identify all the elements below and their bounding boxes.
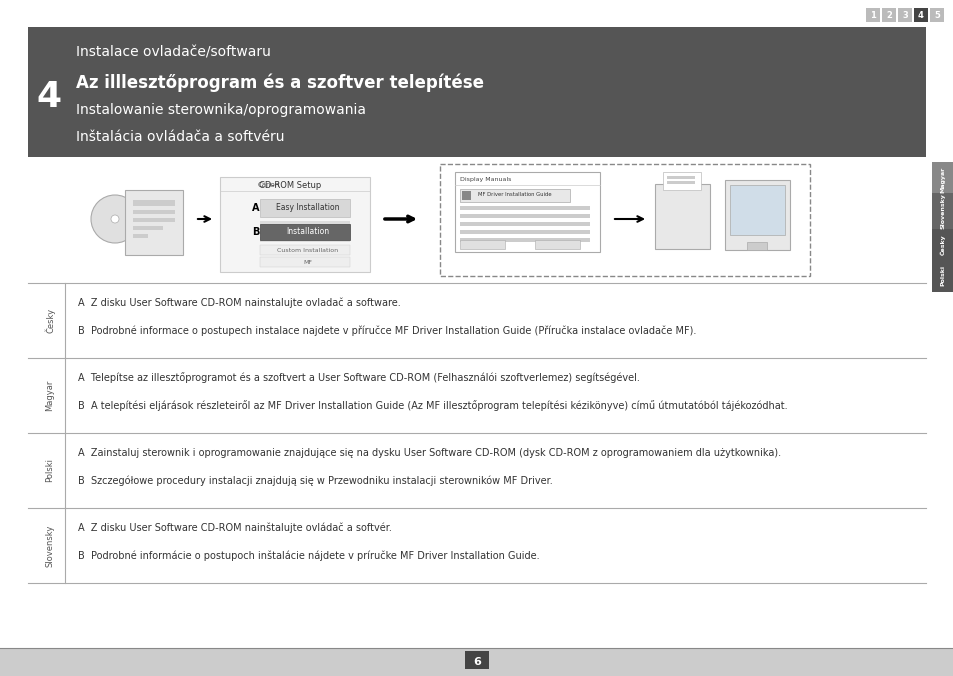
Bar <box>260 237 350 242</box>
Bar <box>913 8 927 22</box>
Bar <box>260 221 350 226</box>
Text: Display Manuals: Display Manuals <box>459 176 511 181</box>
Bar <box>929 8 943 22</box>
Bar <box>28 508 925 583</box>
Bar <box>724 180 789 250</box>
Text: Installation: Installation <box>286 228 329 237</box>
Bar <box>28 433 925 508</box>
Bar <box>28 358 925 433</box>
Bar <box>132 218 174 222</box>
Text: Slovensky: Slovensky <box>940 193 944 229</box>
Text: Instalowanie sterownika/oprogramowania: Instalowanie sterownika/oprogramowania <box>76 103 366 117</box>
Bar <box>931 193 953 229</box>
Bar <box>746 242 766 250</box>
Bar <box>865 8 879 22</box>
Text: Polski: Polski <box>940 266 944 287</box>
Bar <box>455 172 599 252</box>
Bar <box>931 162 953 198</box>
Bar <box>260 257 350 267</box>
Text: A  Zainstaluj sterownik i oprogramowanie znajdujące się na dysku User Software C: A Zainstaluj sterownik i oprogramowanie … <box>78 448 781 458</box>
Bar <box>931 229 953 261</box>
Circle shape <box>111 215 119 223</box>
Text: 2: 2 <box>885 11 891 20</box>
Bar <box>220 177 370 272</box>
Text: Slovensky: Slovensky <box>46 525 54 566</box>
Text: Az illlesztőprogram és a szoftver telepítése: Az illlesztőprogram és a szoftver telepí… <box>76 73 483 91</box>
Bar <box>132 200 174 206</box>
Bar <box>459 240 504 249</box>
Text: Easy Installation: Easy Installation <box>276 203 339 212</box>
Text: Česky: Česky <box>45 308 55 333</box>
Bar <box>132 226 163 230</box>
Text: B  Podrobné informace o postupech instalace najdete v příručce MF Driver Install: B Podrobné informace o postupech instala… <box>78 326 696 336</box>
Text: MF: MF <box>303 260 313 264</box>
Bar <box>459 230 589 234</box>
Bar <box>461 191 471 200</box>
Bar <box>459 189 569 202</box>
Bar <box>459 214 589 218</box>
Text: B  Szczegółowe procedury instalacji znajdują się w Przewodniku instalacji sterow: B Szczegółowe procedury instalacji znajd… <box>78 476 552 486</box>
Bar <box>666 181 695 184</box>
Bar <box>459 222 589 226</box>
Text: CD-ROM Setup: CD-ROM Setup <box>258 180 321 189</box>
Circle shape <box>91 195 139 243</box>
Text: B  Podrobné informácie o postupoch inštalácie nájdete v príručke MF Driver Insta: B Podrobné informácie o postupoch inštal… <box>78 551 539 561</box>
Text: MF Driver Installation Guide: MF Driver Installation Guide <box>477 193 551 197</box>
Bar <box>931 260 953 292</box>
Bar <box>260 245 350 255</box>
Bar <box>28 162 925 280</box>
Text: 3: 3 <box>902 11 907 20</box>
Text: 1: 1 <box>869 11 875 20</box>
Bar <box>439 164 809 276</box>
Text: A  Telepítse az illesztőprogramot és a szoftvert a User Software CD-ROM (Felhasz: A Telepítse az illesztőprogramot és a sz… <box>78 372 639 383</box>
Bar <box>260 229 350 234</box>
Bar <box>464 651 489 669</box>
Text: Polski: Polski <box>46 458 54 483</box>
Text: B  A telepítési eljárások részleteiről az MF Driver Installation Guide (Az MF il: B A telepítési eljárások részleteiről az… <box>78 400 787 412</box>
Text: B: B <box>252 227 259 237</box>
Bar <box>729 185 784 235</box>
Text: Canon: Canon <box>257 182 280 188</box>
Bar <box>125 190 183 255</box>
Text: 4: 4 <box>36 80 61 114</box>
Bar <box>0 648 953 676</box>
Bar <box>28 27 925 157</box>
Text: Inštalácia ovládača a softvéru: Inštalácia ovládača a softvéru <box>76 130 284 144</box>
Bar <box>132 234 148 238</box>
Text: Magyar: Magyar <box>46 380 54 411</box>
Bar <box>666 176 695 179</box>
Text: Instalace ovladače/softwaru: Instalace ovladače/softwaru <box>76 45 271 59</box>
Bar <box>260 199 350 217</box>
Bar <box>459 238 589 242</box>
Text: 4: 4 <box>917 11 923 20</box>
Text: 5: 5 <box>933 11 939 20</box>
Text: Custom Installation: Custom Installation <box>277 247 338 253</box>
Bar <box>662 172 700 190</box>
Text: A: A <box>252 203 259 213</box>
Bar <box>897 8 911 22</box>
Bar <box>535 240 579 249</box>
Bar <box>28 283 925 358</box>
Text: Česky: Česky <box>939 235 945 256</box>
Text: A  Z disku User Software CD-ROM nainštalujte ovládač a softvér.: A Z disku User Software CD-ROM nainštalu… <box>78 523 392 533</box>
Text: A  Z disku User Software CD-ROM nainstalujte ovladač a software.: A Z disku User Software CD-ROM nainstalu… <box>78 297 400 308</box>
Text: Magyar: Magyar <box>940 167 944 193</box>
Bar <box>882 8 895 22</box>
Bar <box>132 210 174 214</box>
Bar <box>260 224 350 240</box>
Bar <box>260 245 350 250</box>
Text: 6: 6 <box>473 657 480 667</box>
Bar <box>459 206 589 210</box>
Bar <box>655 184 709 249</box>
